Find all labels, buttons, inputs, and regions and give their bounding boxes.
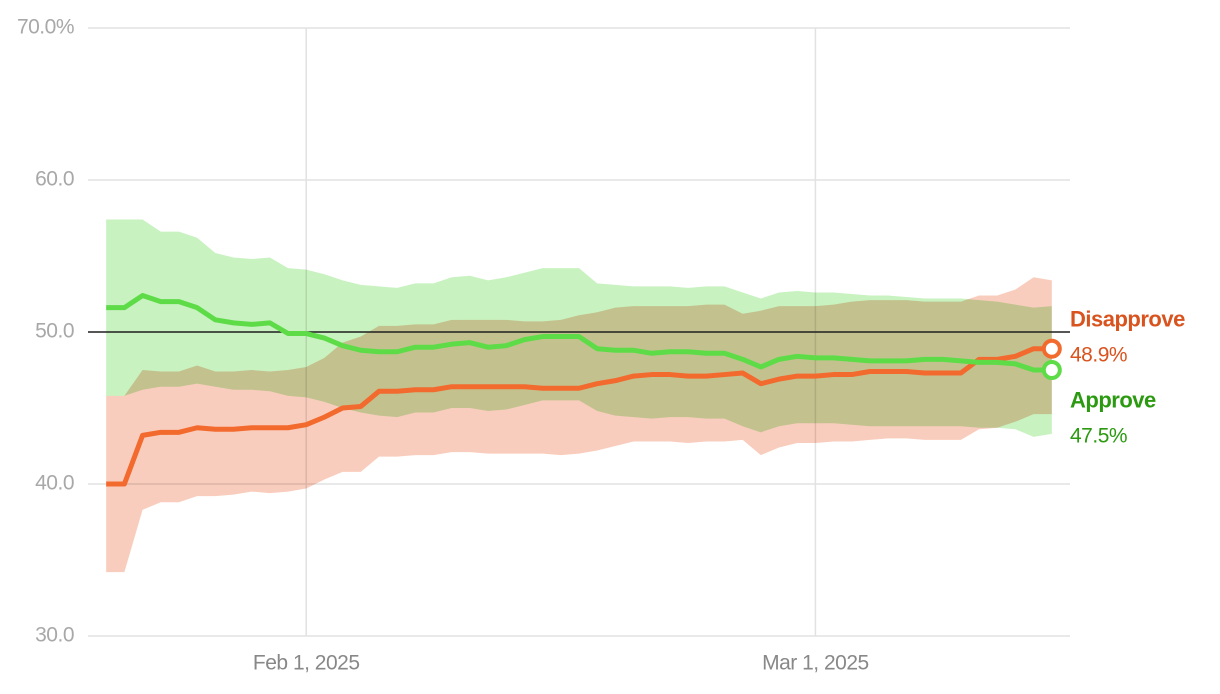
y-tick-label: 70.0% bbox=[17, 16, 74, 39]
value-label: 48.9% bbox=[1070, 343, 1127, 366]
series-name: Approve bbox=[1070, 388, 1156, 413]
lines bbox=[88, 293, 1070, 487]
y-tick-label: 50.0 bbox=[35, 320, 74, 343]
series-line bbox=[106, 346, 1052, 487]
y-tick-label: 40.0 bbox=[35, 472, 74, 495]
bands bbox=[106, 219, 1052, 573]
y-tick-label: 30.0 bbox=[35, 624, 74, 647]
end-marker bbox=[1041, 360, 1062, 380]
series-name: Disapprove bbox=[1070, 307, 1185, 332]
confidence-band bbox=[106, 219, 1052, 437]
y-tick-label: 60.0 bbox=[35, 168, 74, 191]
labels: Disapprove 48.9% Approve 47.5% bbox=[1070, 307, 1186, 448]
series-line bbox=[106, 293, 1052, 373]
end-marker bbox=[1041, 338, 1062, 359]
x-tick-label: Mar 1, 2025 bbox=[762, 652, 869, 675]
x-tick-label: Feb 1, 2025 bbox=[253, 652, 360, 675]
value-label: 47.5% bbox=[1070, 424, 1127, 447]
